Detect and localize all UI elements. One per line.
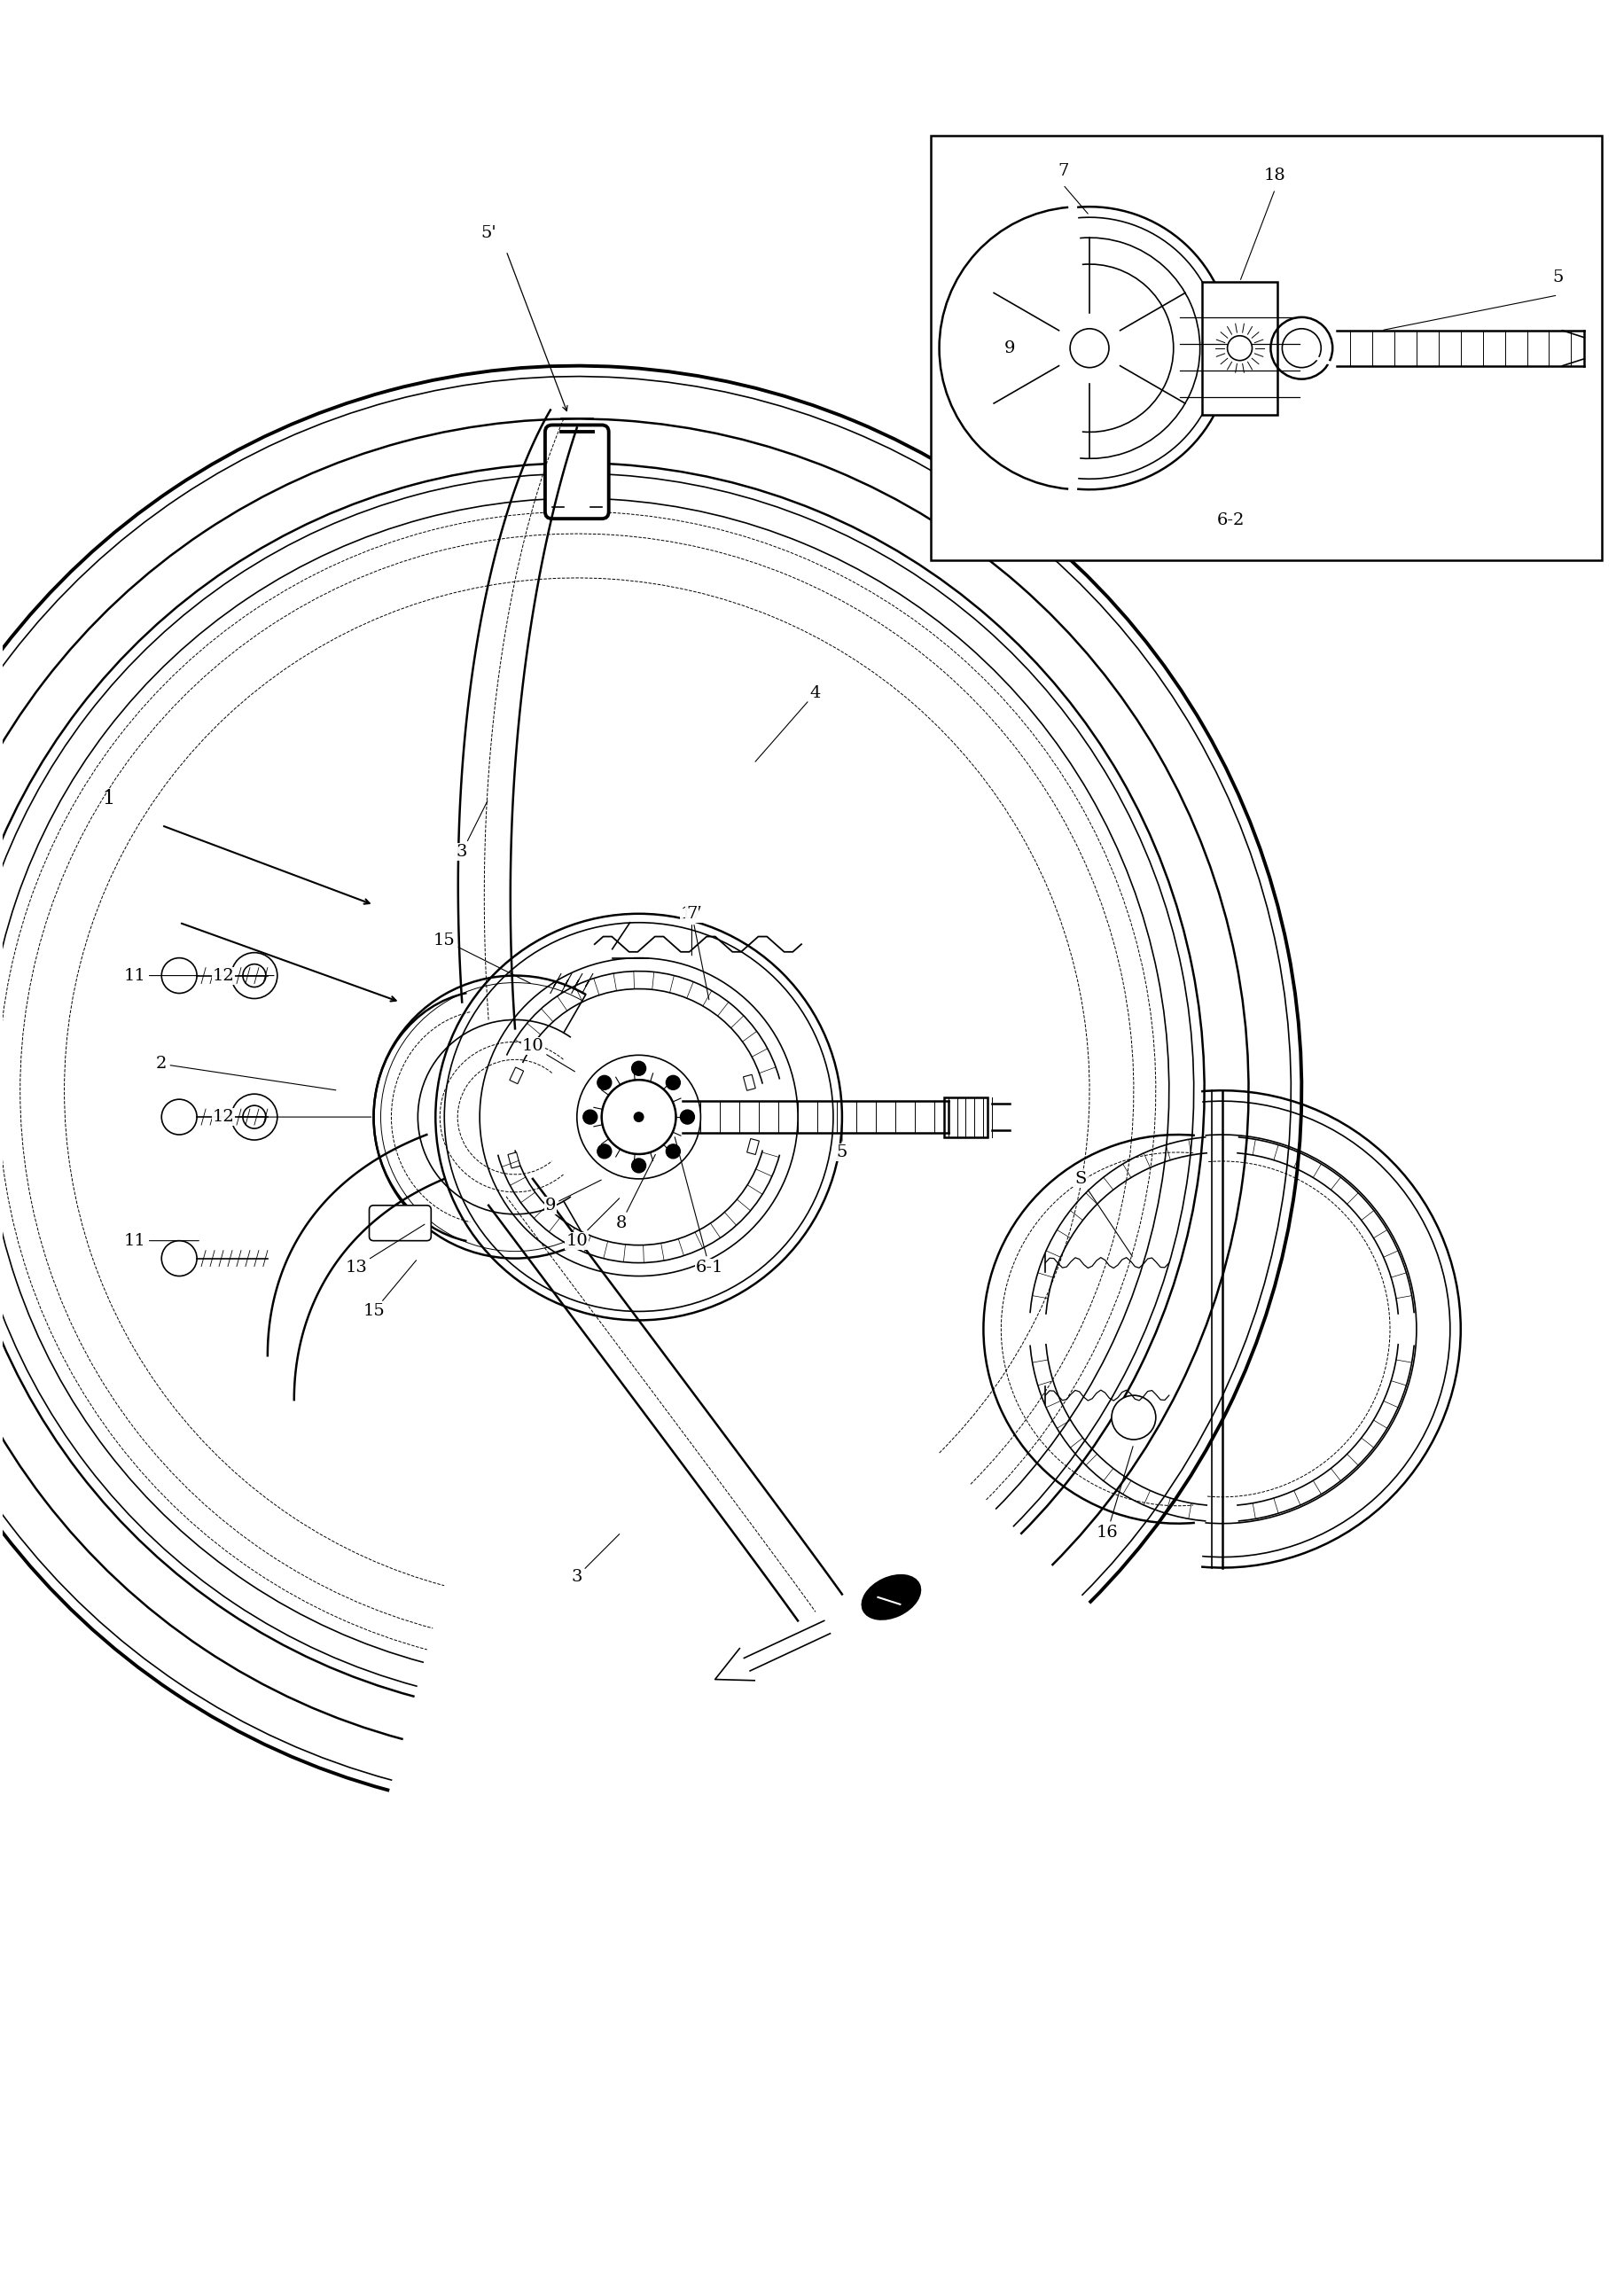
Bar xyxy=(742,1075,755,1091)
Text: 18: 18 xyxy=(1263,167,1285,183)
Circle shape xyxy=(633,1111,643,1123)
Text: 2: 2 xyxy=(156,1057,336,1091)
FancyBboxPatch shape xyxy=(1202,281,1276,414)
FancyBboxPatch shape xyxy=(369,1205,430,1242)
Circle shape xyxy=(632,1061,645,1075)
Circle shape xyxy=(1226,336,1252,361)
Bar xyxy=(747,1139,758,1155)
Text: 12: 12 xyxy=(213,967,274,983)
Circle shape xyxy=(161,1242,197,1276)
Circle shape xyxy=(161,1100,197,1134)
Text: 12: 12 xyxy=(213,1109,370,1125)
Text: 4: 4 xyxy=(755,684,820,762)
Text: 15: 15 xyxy=(434,933,529,983)
Text: 3: 3 xyxy=(572,1535,619,1585)
Text: 6-1: 6-1 xyxy=(674,1137,723,1276)
Text: 5: 5 xyxy=(1551,270,1562,286)
FancyBboxPatch shape xyxy=(544,425,609,519)
Text: 9: 9 xyxy=(544,1180,601,1214)
Circle shape xyxy=(583,1109,598,1123)
Text: 10: 10 xyxy=(521,1038,575,1073)
Bar xyxy=(510,1068,523,1084)
Circle shape xyxy=(231,1093,278,1139)
Circle shape xyxy=(632,1160,645,1173)
Text: 11: 11 xyxy=(123,967,198,983)
Text: 7: 7 xyxy=(1057,162,1069,178)
Text: 3: 3 xyxy=(456,800,487,860)
Text: 17: 17 xyxy=(680,906,703,956)
Circle shape xyxy=(601,1079,676,1155)
Text: 16: 16 xyxy=(1096,1445,1132,1541)
Ellipse shape xyxy=(861,1576,921,1619)
Circle shape xyxy=(601,1079,676,1155)
Text: 8: 8 xyxy=(615,1155,654,1230)
Text: 5': 5' xyxy=(481,224,495,240)
Circle shape xyxy=(666,1144,680,1160)
Bar xyxy=(931,135,1601,560)
Circle shape xyxy=(666,1075,680,1089)
Circle shape xyxy=(598,1075,611,1089)
Circle shape xyxy=(242,1105,266,1127)
Circle shape xyxy=(577,1054,700,1178)
Text: 1: 1 xyxy=(102,789,115,810)
Text: 7: 7 xyxy=(685,906,708,999)
Text: 10: 10 xyxy=(565,1198,619,1249)
Text: 15: 15 xyxy=(362,1260,416,1320)
FancyBboxPatch shape xyxy=(944,1098,987,1137)
Text: 13: 13 xyxy=(344,1224,424,1276)
Text: 9: 9 xyxy=(1004,341,1015,357)
Bar xyxy=(508,1153,520,1169)
Circle shape xyxy=(231,954,278,999)
Circle shape xyxy=(242,965,266,988)
Text: 5: 5 xyxy=(836,1118,848,1160)
Text: 11: 11 xyxy=(123,1233,198,1249)
Circle shape xyxy=(1070,329,1108,368)
Text: S: S xyxy=(1073,1171,1132,1256)
Circle shape xyxy=(1111,1395,1155,1439)
Text: 6-2: 6-2 xyxy=(1216,512,1244,528)
Circle shape xyxy=(598,1144,611,1160)
Circle shape xyxy=(680,1109,693,1123)
Circle shape xyxy=(161,958,197,993)
